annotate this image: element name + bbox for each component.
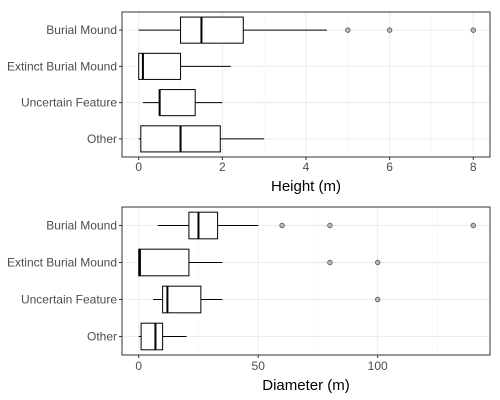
x-tick-label: 6 (386, 160, 393, 174)
outlier-point (470, 27, 476, 33)
x-axis-title: Height (m) (271, 178, 341, 195)
box-other (138, 322, 187, 351)
iqr-box (138, 248, 190, 277)
iqr-box (180, 16, 244, 44)
category-label: Other (87, 132, 117, 146)
x-tick-label: 0 (135, 160, 142, 174)
x-tick-label: 50 (252, 359, 266, 373)
x-tick-label: 100 (368, 359, 388, 373)
iqr-box (188, 211, 219, 240)
category-label: Extinct Burial Mound (7, 256, 117, 270)
outlier-point (327, 222, 333, 229)
box-uncertain-feature (153, 285, 381, 314)
height-boxplot-panel: Burial Mound Extinct Burial Mound Uncertai… (7, 11, 491, 195)
outlier-point (345, 27, 351, 33)
category-label: Uncertain Feature (21, 96, 117, 110)
panel-border (121, 206, 491, 356)
iqr-box (162, 285, 202, 314)
box-uncertain-feature (142, 89, 223, 117)
iqr-box (140, 322, 164, 351)
diameter-boxplot-panel: Burial Mound Extinct Burial Mound Uncertai… (7, 206, 491, 394)
outlier-point (470, 222, 476, 229)
outlier-point (327, 259, 333, 266)
category-label: Extinct Burial Mound (7, 59, 117, 73)
outlier-point (374, 259, 381, 266)
x-axis-title: Diameter (m) (262, 377, 350, 394)
outlier-point (374, 296, 381, 303)
x-tick-label: 4 (303, 160, 310, 174)
box-other (138, 125, 265, 153)
iqr-box (138, 52, 182, 80)
x-tick-label: 8 (470, 160, 477, 174)
category-label: Uncertain Feature (21, 293, 117, 307)
category-label: Other (87, 330, 117, 344)
box-burial-mound (138, 16, 476, 44)
outlier-point (386, 27, 393, 33)
x-tick-label: 0 (135, 359, 142, 373)
category-label: Burial Mound (46, 219, 117, 233)
category-label: Burial Mound (46, 23, 117, 37)
outlier-point (279, 222, 285, 229)
box-burial-mound (157, 211, 476, 240)
box-extinct-burial-mound (138, 52, 231, 80)
iqr-box (159, 89, 196, 117)
box-extinct-burial-mound (138, 248, 381, 277)
x-tick-label: 2 (219, 160, 226, 174)
